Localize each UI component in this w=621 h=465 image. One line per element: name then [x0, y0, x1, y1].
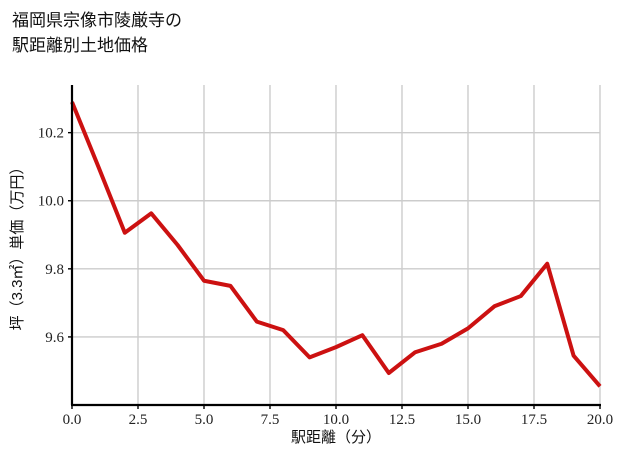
x-tick-label: 10.0: [323, 412, 349, 428]
x-tick-label: 12.5: [389, 412, 415, 428]
y-axis-title: 坪（3.3㎡）単価（万円）: [9, 160, 26, 331]
x-axis-title: 駅距離（分）: [291, 428, 381, 446]
y-axis-ticks: 9.6 9.8 10.0 10.2: [38, 126, 72, 346]
x-tick-label: 0.0: [63, 412, 82, 428]
x-tick-label: 20.0: [587, 412, 613, 428]
chart-title: 福岡県宗像市陵厳寺の 駅距離別土地価格: [12, 8, 182, 58]
x-tick-label: 15.0: [455, 412, 481, 428]
x-tick-label: 5.0: [195, 412, 214, 428]
x-tick-label: 7.5: [261, 412, 280, 428]
y-tick-label: 9.6: [45, 330, 64, 346]
data-series-line: [70, 101, 602, 388]
y-tick-label: 9.8: [45, 262, 64, 278]
x-tick-label: 17.5: [521, 412, 547, 428]
y-tick-label: 10.0: [38, 194, 64, 210]
chart-title-line2: 駅距離別土地価格: [12, 36, 148, 55]
chart-title-line1: 福岡県宗像市陵厳寺の: [12, 11, 182, 30]
x-gridlines: [137, 85, 601, 405]
x-axis-ticks: 0.0 2.5 5.0 7.5 10.0 12.5 15.0 17.5 20.0: [63, 405, 613, 428]
y-tick-label: 10.2: [38, 126, 64, 142]
x-tick-label: 2.5: [129, 412, 148, 428]
